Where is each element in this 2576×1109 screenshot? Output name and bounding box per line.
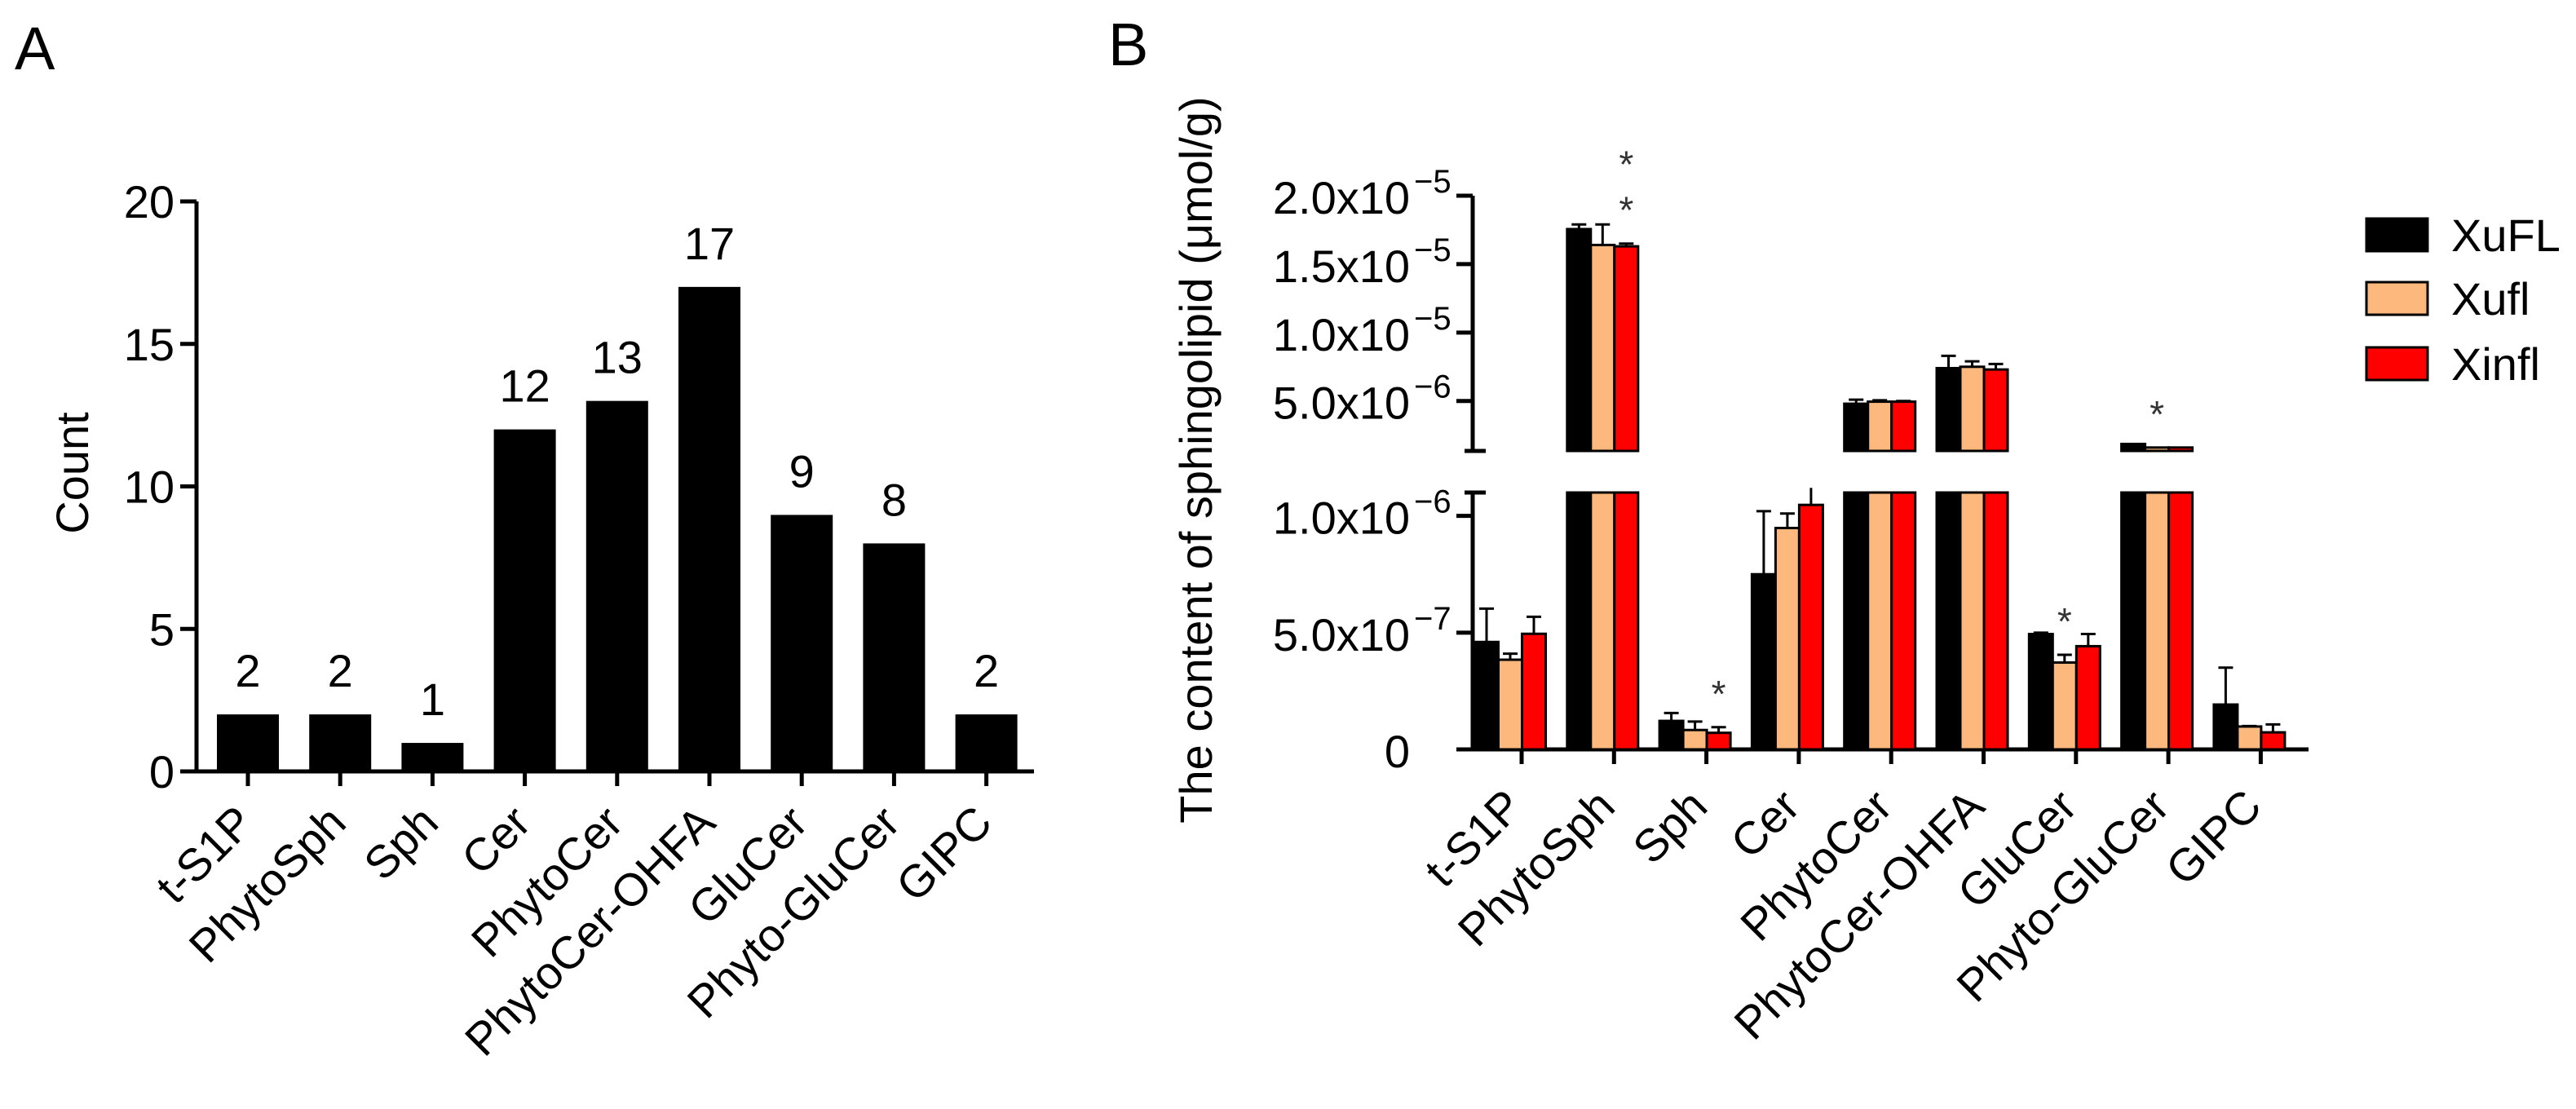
data-label: 2	[328, 645, 353, 696]
legend-swatch-xufl	[2365, 281, 2429, 316]
bar-upper-xufl-phytocer-ohfa	[1935, 366, 1962, 453]
y-tick-label: 15	[124, 319, 175, 370]
y-tick-exponent: −7	[1414, 601, 1451, 637]
y-axis-title: Count	[46, 412, 98, 534]
bar-t-s1p	[217, 714, 279, 771]
panel-label-b: B	[1108, 11, 1148, 78]
bar-lower-xufl-phytocer	[1867, 491, 1893, 751]
bar-lower-xinfl-phytosph	[1613, 491, 1640, 751]
y-tick-label: 2.0x10	[1273, 172, 1410, 223]
bar-cer	[493, 429, 556, 771]
bar-upper-xufl-phytosph	[1589, 243, 1616, 453]
y-tick-exponent: −5	[1414, 164, 1451, 200]
bar-xinfl-sph	[1705, 731, 1732, 751]
significance-star: *	[1619, 144, 1633, 186]
bar-phyto-glucer	[863, 543, 926, 771]
panel-b-content-chart: B05.0x10 −71.0x10 −65.0x10 −61.0x10 −51.5x10…	[1108, 11, 2561, 1049]
bar-phytocer	[585, 400, 648, 771]
bar-upper-xinfl-phytosph	[1613, 245, 1640, 453]
bar-lower-xufl-phytocer-ohfa	[1935, 491, 1962, 751]
y-tick-label: 0	[149, 746, 175, 798]
y-tick-label: 5.0x10	[1273, 378, 1410, 429]
data-label: 2	[235, 645, 260, 696]
data-label: 17	[684, 218, 735, 269]
y-tick-exponent: −5	[1414, 232, 1451, 268]
panel-a-count-chart: A05101520Count2t-S1P2PhytoSph1Sph12Cer13…	[15, 15, 1034, 1066]
bar-upper-xinfl-phyto-glucer	[2167, 446, 2194, 453]
y-tick-exponent: −6	[1414, 484, 1451, 520]
x-tick-label: Sph	[354, 796, 448, 890]
y-tick-label: 5	[149, 603, 175, 655]
data-label: 2	[974, 645, 999, 696]
legend-label-xufl: Xufl	[2451, 273, 2530, 325]
bar-xufl-sph	[1681, 728, 1708, 751]
y-tick-label: 1.0x10	[1273, 309, 1410, 360]
bar-xinfl-glucer	[2074, 644, 2101, 751]
bar-upper-xufl-phytocer	[1843, 402, 1870, 453]
y-tick-label: 20	[124, 176, 175, 228]
x-tick-label: GIPC	[886, 796, 1001, 911]
bar-lower-xinfl-phytocer-ohfa	[1982, 491, 2009, 751]
bar-lower-xufl-phyto-glucer	[2144, 491, 2171, 751]
bar-phytocer-ohfa	[678, 286, 740, 772]
bar-upper-xufl-phytosph	[1566, 228, 1593, 453]
data-label: 12	[499, 360, 550, 412]
bar-xufl-cer	[1774, 527, 1801, 751]
significance-star: *	[1619, 189, 1633, 232]
x-tick-label: Sph	[1623, 780, 1717, 873]
bar-phytosph	[309, 714, 372, 771]
bar-upper-xufl-phyto-glucer	[2144, 446, 2171, 453]
y-tick-label: 5.0x10	[1273, 609, 1410, 661]
legend-label-xufl: XuFL	[2451, 210, 2561, 261]
bar-glucer	[771, 515, 833, 771]
bar-xufl-gipc	[2236, 725, 2263, 751]
legend-swatch-xinfl	[2365, 346, 2429, 382]
significance-star: *	[1712, 673, 1726, 715]
data-label: 1	[420, 674, 445, 725]
y-tick-label: 1.5x10	[1273, 241, 1410, 292]
bar-lower-xufl-phytocer-ohfa	[1959, 491, 1986, 751]
bar-xufl-t-s1p	[1497, 658, 1523, 751]
y-tick-label: 0	[1385, 726, 1410, 777]
bar-xufl-cer	[1750, 572, 1777, 751]
bar-lower-xufl-phytosph	[1589, 491, 1616, 751]
bar-xufl-glucer	[2027, 633, 2054, 751]
bar-gipc	[955, 714, 1018, 771]
data-label: 9	[789, 445, 815, 497]
significance-star: *	[2150, 393, 2164, 435]
bar-upper-xinfl-phytocer-ohfa	[1982, 368, 2009, 453]
y-tick-exponent: −5	[1414, 301, 1451, 337]
panel-label-a: A	[15, 15, 55, 82]
x-tick-label: GIPC	[2156, 780, 2271, 895]
bar-sph	[401, 743, 464, 771]
legend-swatch-xufl	[2365, 217, 2429, 253]
bar-xufl-sph	[1658, 719, 1685, 751]
bar-lower-xufl-phytocer	[1843, 491, 1870, 751]
bar-upper-xufl-phytocer	[1867, 400, 1893, 453]
bar-lower-xufl-phytosph	[1566, 491, 1593, 751]
bar-upper-xufl-phytocer-ohfa	[1959, 365, 1986, 453]
data-label: 13	[592, 332, 643, 383]
bar-lower-xinfl-phyto-glucer	[2167, 491, 2194, 751]
bar-xufl-gipc	[2212, 703, 2239, 751]
bar-lower-xinfl-phytocer	[1890, 491, 1917, 751]
bar-xufl-glucer	[2051, 661, 2078, 751]
bar-lower-xufl-phyto-glucer	[2120, 491, 2147, 751]
bar-upper-xinfl-phytocer	[1890, 400, 1917, 453]
y-tick-label: 10	[124, 462, 175, 513]
y-axis-title: The content of sphingolipid (μmol/g)	[1170, 96, 1222, 823]
data-label: 8	[881, 474, 907, 525]
bar-upper-xufl-phyto-glucer	[2120, 442, 2147, 453]
legend-label-xinfl: Xinfl	[2451, 338, 2540, 390]
y-tick-exponent: −6	[1414, 369, 1451, 405]
bar-xinfl-t-s1p	[1521, 632, 1547, 751]
significance-star: *	[2057, 600, 2072, 643]
bar-xinfl-cer	[1797, 503, 1824, 751]
y-tick-label: 1.0x10	[1273, 493, 1410, 544]
bar-xufl-t-s1p	[1474, 640, 1500, 751]
bar-xinfl-gipc	[2260, 731, 2287, 751]
